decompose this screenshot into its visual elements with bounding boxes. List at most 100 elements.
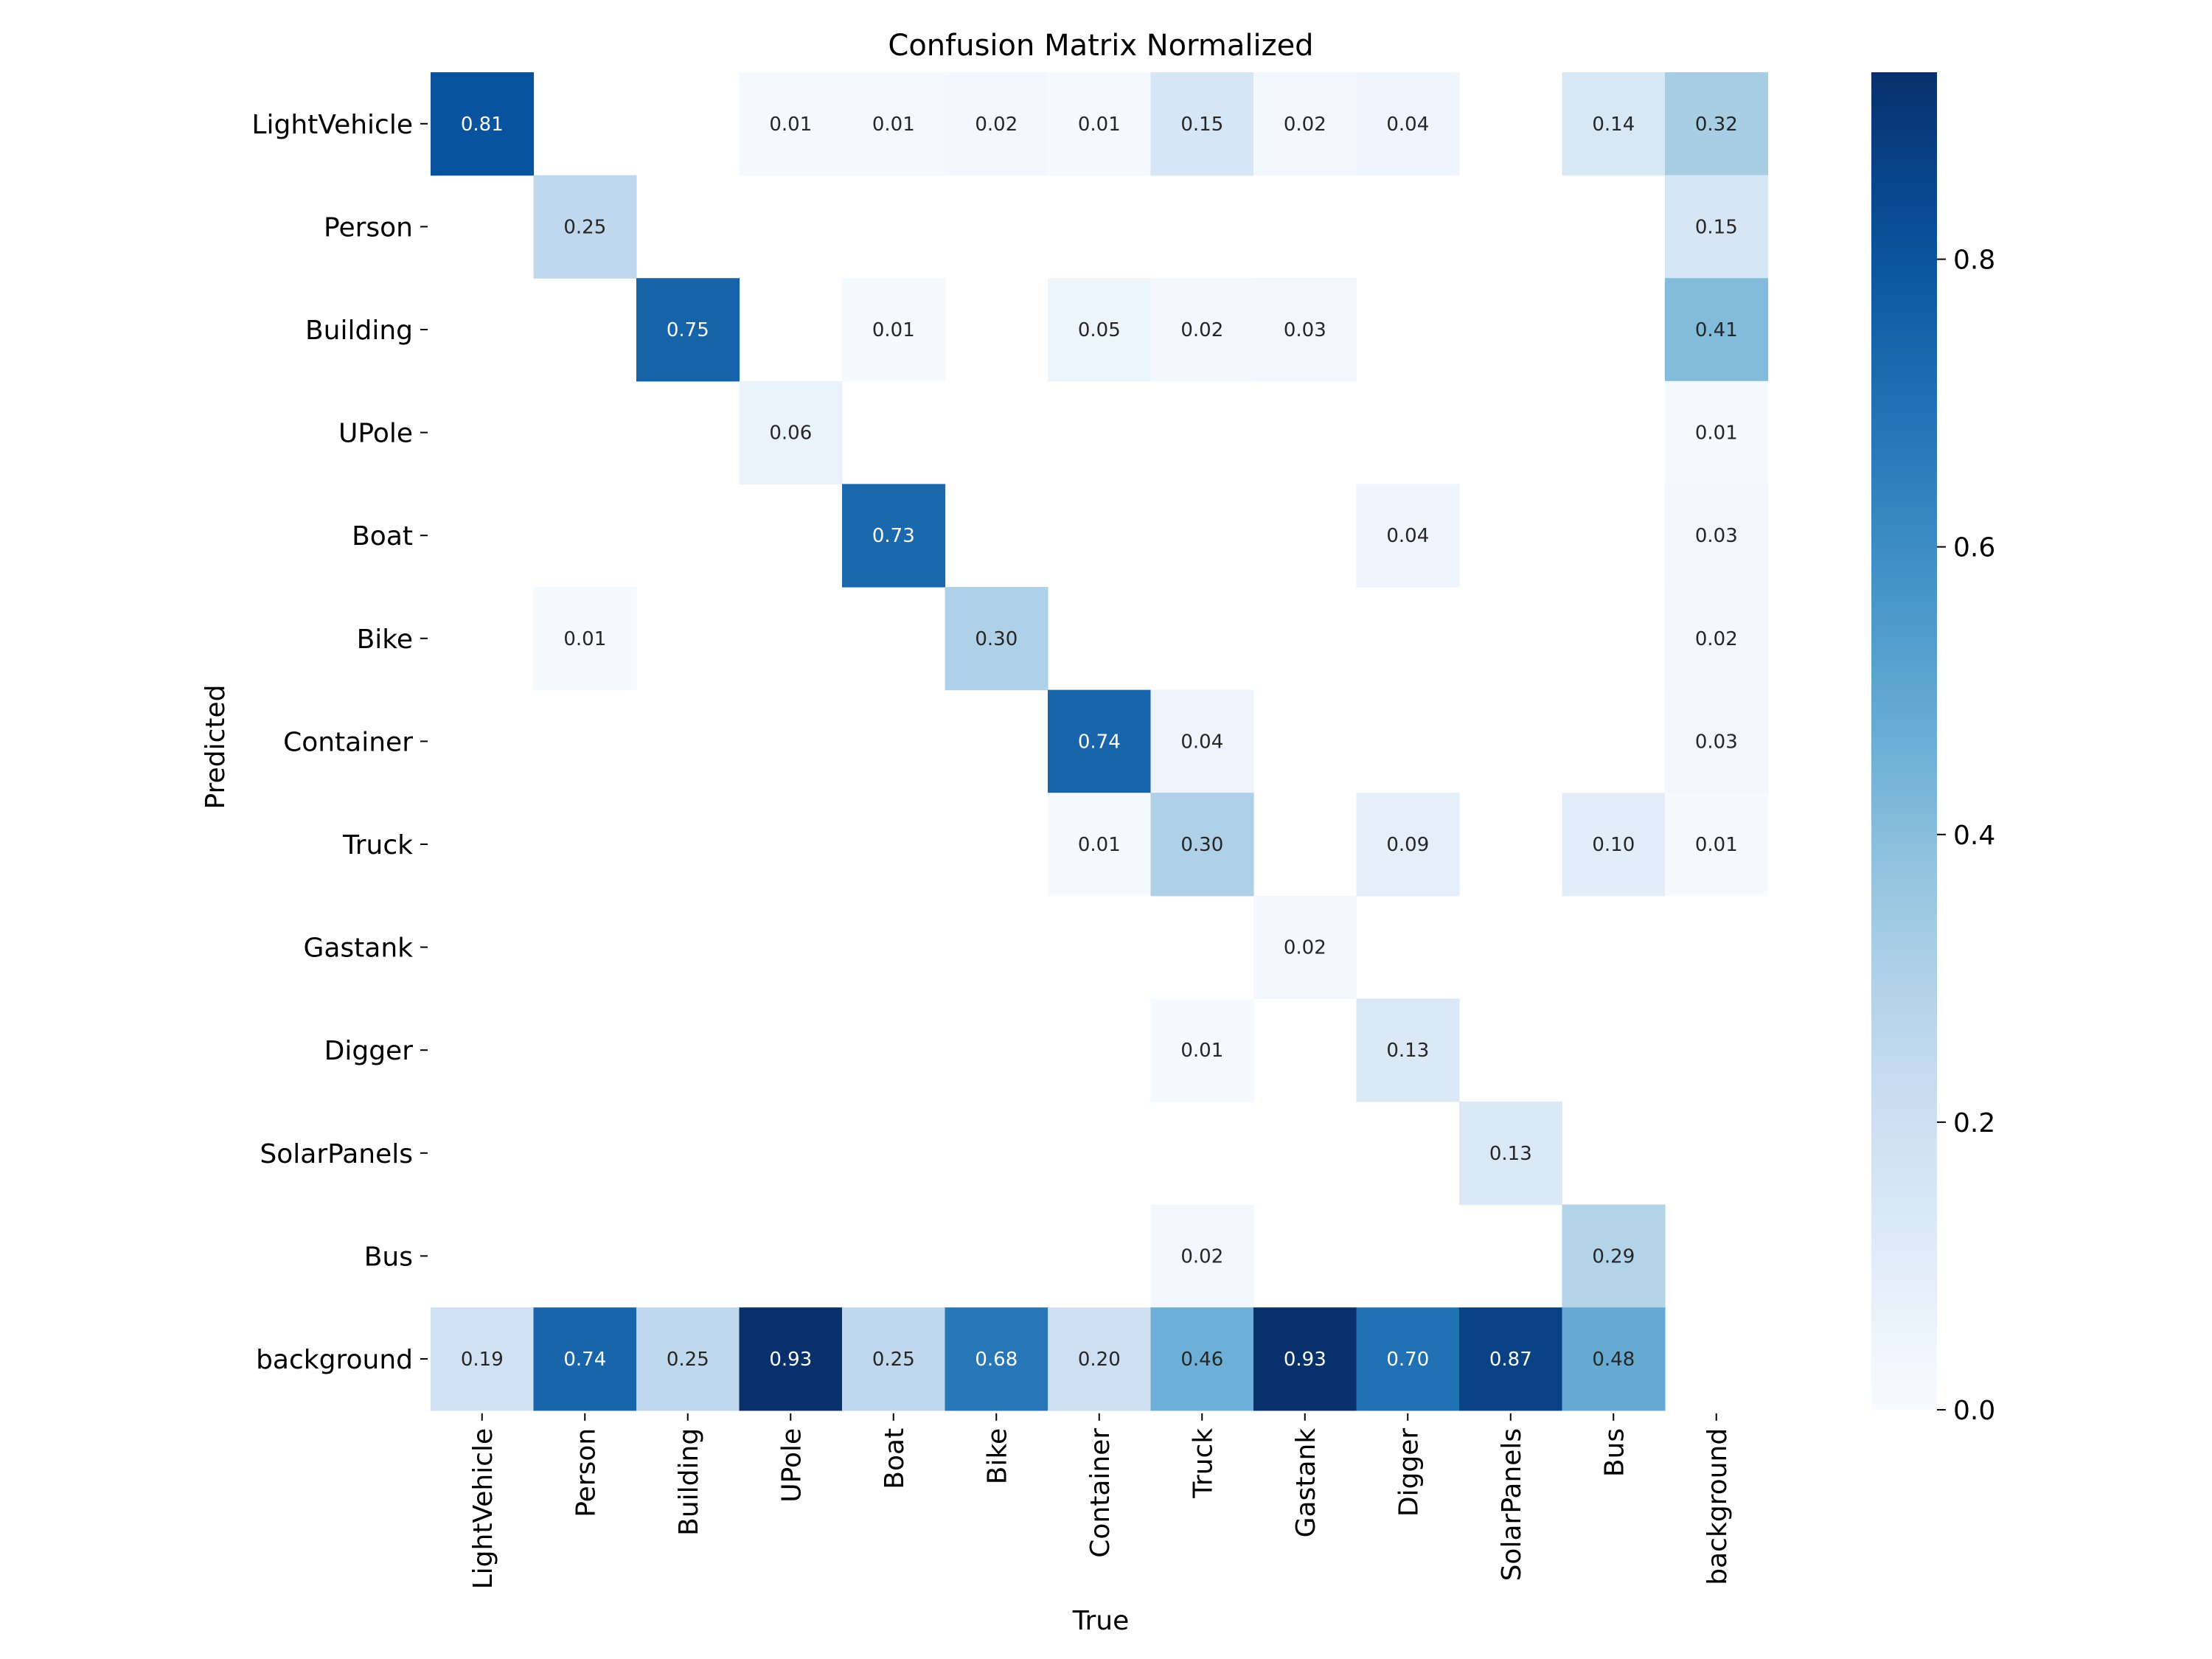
cell-value-label: 0.20 <box>1078 1349 1121 1371</box>
cell-value-label: 0.30 <box>1180 834 1223 856</box>
heatmap-cell <box>636 1307 740 1411</box>
heatmap-cell <box>533 1307 637 1411</box>
heatmap-cell <box>739 380 843 484</box>
heatmap-cells: 0.81 0.01 0.01 0.02 0.01 0.15 0.02 0.04 0.14 0.32… <box>431 72 1769 1411</box>
heatmap-cell <box>1665 380 1769 484</box>
heatmap-cell <box>1562 72 1666 176</box>
y-tick-label: Truck <box>342 830 413 860</box>
heatmap-cell <box>1562 1204 1666 1308</box>
cell-value-label: 0.74 <box>563 1349 606 1371</box>
cell-value-label: 0.02 <box>1180 319 1223 341</box>
heatmap-cell <box>1459 1102 1563 1206</box>
heatmap-cell <box>842 1307 946 1411</box>
cell-value-label: 0.01 <box>563 628 606 650</box>
heatmap-cell <box>842 278 946 382</box>
cell-value-label: 0.03 <box>1284 319 1326 341</box>
heatmap-cell <box>636 278 740 382</box>
cell-value-label: 0.02 <box>1284 937 1326 959</box>
heatmap-cell <box>1356 72 1460 176</box>
heatmap-cell <box>1253 72 1357 176</box>
x-axis: LightVehicle Person Building UPole Boat Bike C… <box>468 1413 1733 1590</box>
x-tick-label: LightVehicle <box>468 1428 498 1590</box>
heatmap-cell <box>1150 278 1254 382</box>
y-axis-label: Predicted <box>201 685 231 810</box>
cell-value-label: 0.70 <box>1386 1349 1429 1371</box>
cell-value-label: 0.46 <box>1180 1349 1223 1371</box>
heatmap-cell <box>1150 998 1254 1102</box>
cell-value-label: 0.48 <box>1592 1349 1635 1371</box>
cell-value-label: 0.01 <box>1695 834 1738 856</box>
chart-title: Confusion Matrix Normalized <box>888 29 1313 63</box>
x-tick-label: Boat <box>880 1428 910 1489</box>
heatmap-cell <box>1562 1307 1666 1411</box>
cell-value-label: 0.93 <box>1284 1349 1326 1371</box>
cell-value-label: 0.01 <box>1180 1040 1223 1062</box>
colorbar-tick-label: 0.4 <box>1953 821 1995 851</box>
heatmap-cell <box>739 72 843 176</box>
heatmap-cell <box>1665 587 1769 691</box>
colorbar-tick-label: 0.2 <box>1953 1108 1995 1138</box>
x-tick-label: Container <box>1085 1428 1116 1558</box>
heatmap-cell <box>1665 484 1769 588</box>
cell-value-label: 0.93 <box>769 1349 812 1371</box>
x-tick-label: Digger <box>1394 1428 1424 1517</box>
y-tick-label: SolarPanels <box>260 1139 413 1169</box>
cell-value-label: 0.09 <box>1386 834 1429 856</box>
y-tick-label: Bike <box>357 625 413 655</box>
heatmap-cell <box>842 484 946 588</box>
cell-value-label: 0.01 <box>1078 834 1121 856</box>
heatmap-cell <box>1150 1307 1254 1411</box>
cell-value-label: 0.01 <box>1695 422 1738 445</box>
heatmap-cell <box>1150 689 1254 793</box>
cell-value-label: 0.25 <box>563 216 606 238</box>
y-tick-label: LightVehicle <box>251 110 413 140</box>
y-tick-label: background <box>256 1345 413 1375</box>
colorbar-gradient <box>1871 72 1937 1410</box>
cell-value-label: 0.32 <box>1695 114 1738 136</box>
cell-value-label: 0.02 <box>1180 1245 1223 1267</box>
x-tick-label: Gastank <box>1291 1428 1321 1538</box>
cell-value-label: 0.10 <box>1592 834 1635 856</box>
colorbar-tick-label: 0.0 <box>1953 1396 1995 1426</box>
cell-value-label: 0.04 <box>1386 114 1429 136</box>
cell-value-label: 0.04 <box>1386 525 1429 547</box>
cell-value-label: 0.73 <box>872 525 915 547</box>
heatmap-cell <box>1665 793 1769 897</box>
y-tick-label: UPole <box>338 419 413 449</box>
heatmap-cell <box>533 175 637 279</box>
cell-value-label: 0.03 <box>1695 525 1738 547</box>
heatmap-cell <box>1253 1307 1357 1411</box>
heatmap-cell <box>1048 278 1152 382</box>
cell-value-label: 0.01 <box>769 114 812 136</box>
heatmap-cell <box>1356 793 1460 897</box>
cell-value-label: 0.05 <box>1078 319 1121 341</box>
y-tick-label: Bus <box>364 1242 413 1272</box>
heatmap-cell <box>1253 278 1357 382</box>
heatmap-cell <box>1356 484 1460 588</box>
cell-value-label: 0.81 <box>461 114 504 136</box>
cell-value-label: 0.41 <box>1695 319 1738 341</box>
cell-value-label: 0.01 <box>872 114 915 136</box>
y-tick-label: Digger <box>324 1036 414 1066</box>
x-tick-label: Person <box>571 1428 601 1517</box>
cell-value-label: 0.02 <box>975 114 1018 136</box>
heatmap-cell <box>1048 793 1152 897</box>
cell-value-label: 0.30 <box>975 628 1018 650</box>
cell-value-label: 0.14 <box>1592 114 1635 136</box>
x-axis-label: True <box>1072 1606 1129 1636</box>
y-tick-label: Container <box>283 727 413 757</box>
x-tick-label: SolarPanels <box>1497 1428 1527 1582</box>
heatmap-cell <box>1150 72 1254 176</box>
y-tick-label: Gastank <box>303 933 413 964</box>
x-tick-label: Bike <box>982 1428 1012 1484</box>
x-tick-label: background <box>1703 1428 1733 1585</box>
heatmap-cell <box>1048 689 1152 793</box>
cell-value-label: 0.15 <box>1180 114 1223 136</box>
colorbar: 0.0 0.2 0.4 0.6 0.8 <box>1871 72 1995 1426</box>
cell-value-label: 0.75 <box>667 319 709 341</box>
cell-value-label: 0.02 <box>1695 628 1738 650</box>
cell-value-label: 0.03 <box>1695 731 1738 753</box>
y-tick-label: Boat <box>352 521 413 552</box>
colorbar-tick-label: 0.8 <box>1953 246 1995 276</box>
